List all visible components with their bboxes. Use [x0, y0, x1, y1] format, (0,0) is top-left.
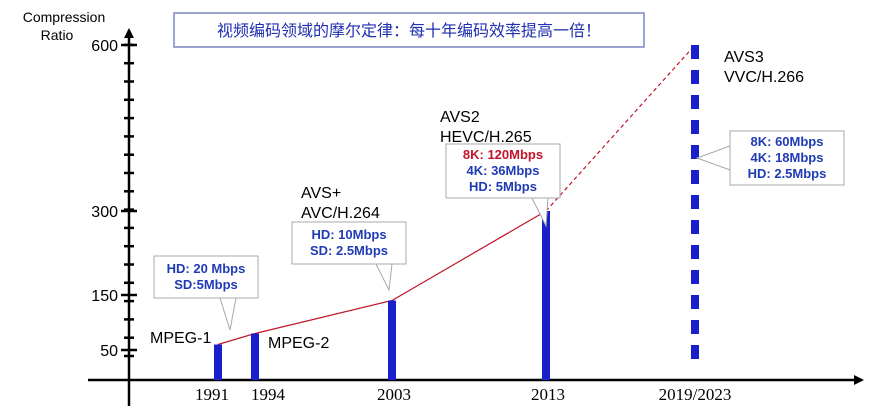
callout-line-hd-20-mbps: HD: 20 Mbps — [167, 261, 246, 276]
y-tick-label-50: 50 — [100, 343, 118, 360]
x-tick-label-1991: 1991 — [195, 385, 229, 404]
callout-box — [291, 221, 407, 265]
callout-line-hd-2-5mbps: HD: 2.5Mbps — [748, 166, 827, 181]
codec-label-avs: AVS+ — [301, 185, 341, 202]
callout-box — [153, 255, 259, 299]
callout-line-8k-120mbps: 8K: 120Mbps — [463, 147, 543, 162]
codec-label-mpeg-1: MPEG-1 — [150, 330, 211, 347]
trend-line-segment — [254, 299, 393, 335]
callout-line-hd-10mbps: HD: 10Mbps — [311, 227, 386, 242]
callout-line-8k-60mbps: 8K: 60Mbps — [751, 134, 824, 149]
x-tick-label-1994: 1994 — [251, 385, 286, 404]
callout-pointer — [375, 263, 393, 292]
trend-line-projected — [545, 44, 696, 212]
y-tick-label-600: 600 — [91, 38, 118, 55]
bar-2013 — [542, 211, 550, 380]
y-axis-title-line1: Compression — [23, 9, 105, 25]
trend-line-segment — [217, 332, 256, 346]
x-tick-label-2013: 2013 — [531, 385, 565, 404]
callout-line-sd-2-5mbps: SD: 2.5Mbps — [310, 243, 388, 258]
x-tick-label-2003: 2003 — [377, 385, 411, 404]
y-axis-title-line2: Ratio — [41, 27, 74, 43]
y-tick-label-150: 150 — [91, 288, 118, 305]
codec-label-hevc-h-265: HEVC/H.265 — [440, 129, 532, 146]
bar-1991 — [214, 344, 222, 380]
codec-label-vvc-h-266: VVC/H.266 — [724, 69, 804, 86]
y-tick-label-300: 300 — [91, 204, 118, 221]
bar-2003 — [388, 300, 396, 380]
callout-line-4k-36mbps: 4K: 36Mbps — [467, 163, 540, 178]
chart-title-text: 视频编码领域的摩尔定律：每十年编码效率提高一倍！ — [217, 21, 601, 40]
chart-title-box — [173, 12, 645, 48]
chart-title: 视频编码领域的摩尔定律：每十年编码效率提高一倍！ — [173, 12, 645, 48]
callout-pointer — [531, 197, 549, 228]
callout-box — [729, 130, 845, 186]
callout-pointer — [695, 145, 731, 171]
trend-line-segment — [391, 210, 547, 302]
bar-1994 — [251, 333, 259, 380]
callout-line-4k-18mbps: 4K: 18Mbps — [751, 150, 824, 165]
codec-label-avs3: AVS3 — [724, 49, 764, 66]
codec-label-avc-h-264: AVC/H.264 — [301, 205, 380, 222]
codec-label-mpeg-2: MPEG-2 — [268, 335, 329, 352]
callout-box — [445, 143, 561, 199]
callout-line-sd-5mbps: SD:5Mbps — [174, 277, 238, 292]
codec-label-avs2: AVS2 — [440, 109, 480, 126]
x-tick-label-2019-2023: 2019/2023 — [659, 385, 732, 404]
callout-line-hd-5mbps: HD: 5Mbps — [469, 179, 537, 194]
callout-pointer — [219, 297, 237, 331]
